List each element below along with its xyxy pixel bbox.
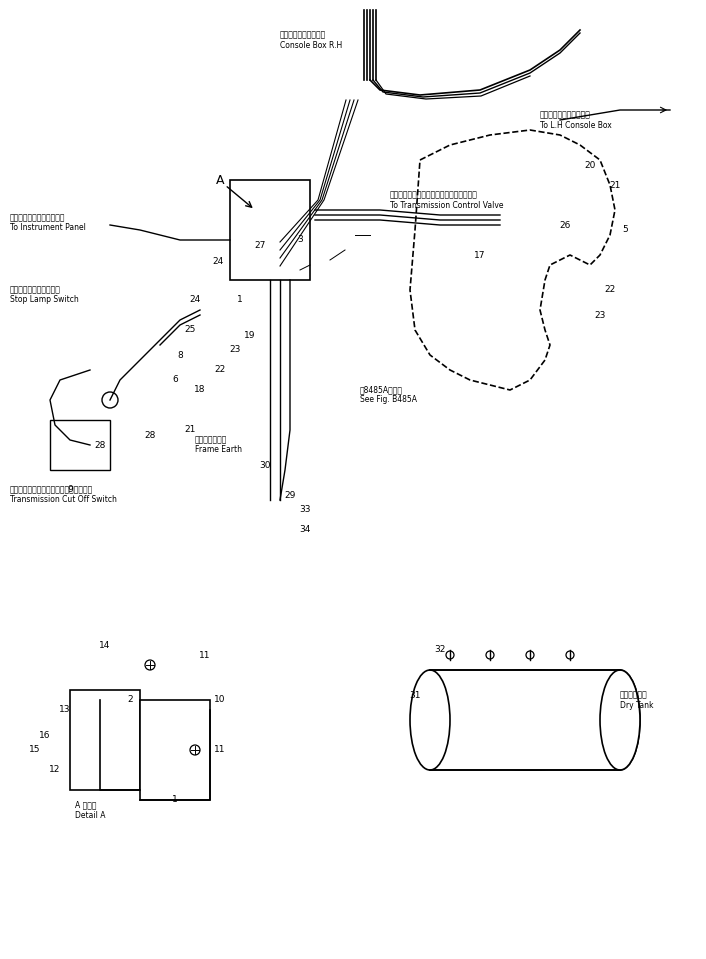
Circle shape (190, 745, 200, 755)
Text: 第8485A図参照: 第8485A図参照 (360, 386, 403, 394)
Text: 24: 24 (213, 258, 224, 267)
Text: トランスミッションカットオフスイッチ: トランスミッションカットオフスイッチ (10, 485, 93, 495)
Text: 26: 26 (559, 221, 570, 229)
Text: 23: 23 (594, 311, 606, 319)
Text: 11: 11 (199, 650, 211, 660)
Text: 23: 23 (229, 345, 241, 355)
Text: トランスミッションコントロールバルブへ: トランスミッションコントロールバルブへ (390, 191, 478, 199)
Ellipse shape (600, 670, 640, 770)
Text: Stop Lamp Switch: Stop Lamp Switch (10, 295, 79, 305)
Text: 28: 28 (144, 431, 156, 439)
Text: 30: 30 (259, 460, 270, 470)
Text: Detail A: Detail A (75, 810, 105, 820)
Text: A: A (216, 174, 225, 186)
Text: 左コンソールボックスへ: 左コンソールボックスへ (540, 110, 591, 120)
Text: 34: 34 (299, 526, 311, 534)
Text: 21: 21 (609, 180, 621, 190)
Text: 24: 24 (189, 295, 201, 305)
Bar (70, 690, 140, 790)
Text: 33: 33 (299, 505, 311, 514)
Text: ストップランプスイッチ: ストップランプスイッチ (10, 286, 61, 294)
Text: Console Box R.H: Console Box R.H (280, 40, 342, 50)
Text: 29: 29 (285, 490, 296, 500)
Text: Frame Earth: Frame Earth (195, 446, 242, 455)
Text: 9: 9 (67, 485, 73, 495)
Text: 31: 31 (409, 690, 421, 699)
Bar (50, 420, 110, 470)
Text: 17: 17 (474, 250, 486, 260)
Text: 18: 18 (194, 386, 205, 394)
Text: A 詳細図: A 詳細図 (75, 801, 97, 809)
Text: 14: 14 (100, 641, 111, 649)
Text: 27: 27 (254, 241, 265, 249)
Text: 1: 1 (237, 295, 243, 305)
Text: Transmission Cut Off Switch: Transmission Cut Off Switch (10, 496, 117, 504)
Text: 22: 22 (604, 286, 616, 294)
Bar (140, 700, 210, 800)
Text: 25: 25 (184, 325, 196, 335)
Text: 28: 28 (95, 440, 106, 450)
Text: 1: 1 (172, 796, 178, 805)
Text: 32: 32 (434, 645, 445, 654)
Text: 12: 12 (49, 765, 61, 775)
Bar (430, 670, 620, 770)
Text: 6: 6 (172, 376, 178, 385)
Ellipse shape (430, 670, 630, 770)
Text: 13: 13 (59, 706, 71, 714)
Text: ドライタンク: ドライタンク (620, 690, 647, 699)
Text: 21: 21 (184, 426, 196, 434)
Text: To Instrument Panel: To Instrument Panel (10, 223, 86, 232)
Ellipse shape (410, 670, 450, 770)
Text: フレームアース: フレームアース (195, 435, 227, 445)
Text: 2: 2 (127, 695, 133, 705)
Text: To L.H Console Box: To L.H Console Box (540, 121, 612, 129)
Text: コンソールボックス右: コンソールボックス右 (280, 31, 326, 39)
Text: 19: 19 (244, 331, 256, 339)
Text: 8: 8 (177, 350, 183, 360)
Text: Dry Tank: Dry Tank (620, 700, 654, 710)
Text: 3: 3 (297, 236, 303, 245)
Text: See Fig. B485A: See Fig. B485A (360, 395, 417, 405)
Ellipse shape (600, 670, 640, 770)
Text: インストルメントパネルへ: インストルメントパネルへ (10, 214, 66, 222)
Text: To Transmission Control Valve: To Transmission Control Valve (390, 200, 503, 209)
Text: 15: 15 (29, 745, 41, 755)
Text: 22: 22 (215, 365, 226, 375)
Text: 11: 11 (214, 745, 226, 755)
Circle shape (145, 660, 155, 670)
Bar (230, 180, 310, 280)
Text: 10: 10 (214, 695, 226, 705)
Text: 16: 16 (40, 731, 51, 739)
Text: 5: 5 (622, 225, 628, 235)
Text: 20: 20 (585, 160, 596, 170)
